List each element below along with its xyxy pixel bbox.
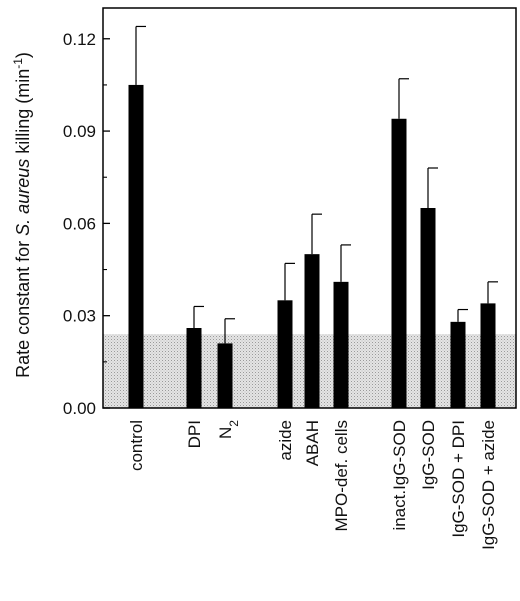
error-bar-1 <box>193 305 204 328</box>
bar-0 <box>128 84 144 408</box>
error-bar-0 <box>135 25 146 85</box>
category-label-2: N2 <box>216 420 241 439</box>
y-tick-label-1: 0.03 <box>63 307 96 326</box>
y-axis-label-close: ) <box>13 52 33 58</box>
category-label-6: inact.IgG-SOD <box>390 420 409 531</box>
error-bar-6 <box>398 78 409 119</box>
error-bar-2 <box>224 318 235 344</box>
category-label-7: IgG-SOD <box>419 420 438 490</box>
y-axis-label-exponent: -1 <box>11 58 25 69</box>
error-bar-7 <box>427 167 438 208</box>
bar-3 <box>277 300 293 408</box>
y-tick-label-0: 0.00 <box>63 399 96 418</box>
bar-1 <box>186 328 202 408</box>
error-bar-9 <box>487 281 498 304</box>
error-bar-5 <box>340 244 351 282</box>
axes <box>102 7 517 409</box>
category-label-0: control <box>127 420 146 471</box>
category-label-4: ABAH <box>303 420 322 466</box>
y-axis-label: Rate constant for S. aureus killing (min… <box>11 52 33 378</box>
bar-2 <box>217 343 233 408</box>
bar-9 <box>480 303 496 408</box>
bar-6 <box>391 118 407 409</box>
bars <box>128 25 498 409</box>
bar-4 <box>304 254 320 408</box>
category-label-3: azide <box>276 420 295 461</box>
error-bar-4 <box>311 213 322 255</box>
y-axis-label-species: S. aureus <box>13 159 33 236</box>
error-bar-3 <box>284 262 295 301</box>
category-label-1: DPI <box>185 420 204 448</box>
y-axis-label-suffix: killing (min <box>13 69 33 159</box>
bar-5 <box>333 281 349 408</box>
category-labels: control DPI N2 azide ABAH MPO-def. cells inact… <box>127 420 498 550</box>
plot-frame <box>102 7 517 409</box>
category-label-5: MPO-def. cells <box>332 420 351 531</box>
y-tick-label-2: 0.06 <box>63 214 96 233</box>
category-label-9: IgG-SOD + azide <box>479 420 498 550</box>
y-tick-labels: 0.00 0.03 0.06 0.09 0.12 <box>63 30 96 418</box>
bar-7 <box>420 208 436 408</box>
error-bar-8 <box>457 308 468 322</box>
y-tick-label-3: 0.09 <box>63 122 96 141</box>
y-axis-label-prefix: Rate constant for <box>13 236 33 378</box>
category-label-8: IgG-SOD + DPI <box>449 420 468 538</box>
bar-8 <box>450 321 466 408</box>
y-tick-label-4: 0.12 <box>63 30 96 49</box>
